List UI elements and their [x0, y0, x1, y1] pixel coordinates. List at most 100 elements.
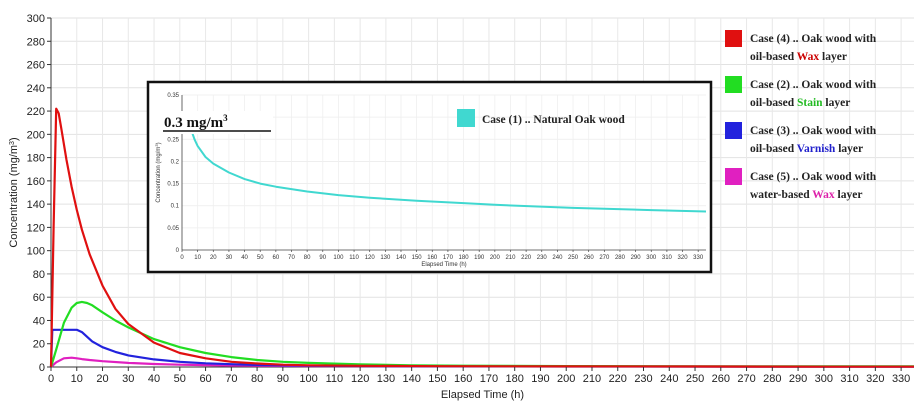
- legend-label-line2: oil-based Stain layer: [750, 97, 850, 109]
- legend-item: Case (5) .. Oak wood with water-based Wax…: [725, 168, 877, 201]
- inset-x-tick-label: 270: [599, 255, 610, 261]
- x-tick-label: 200: [557, 373, 575, 385]
- x-tick-label: 330: [892, 373, 910, 385]
- y-axis-title-text-end: ): [8, 137, 20, 141]
- x-tick-label: 100: [299, 373, 317, 385]
- legend-label-text: oil-based: [750, 97, 797, 109]
- inset-y-tick-label: 0.25: [167, 137, 179, 143]
- x-tick-label: 20: [96, 373, 108, 385]
- x-tick-label: 220: [609, 373, 627, 385]
- inset-y-tick-label: 0.35: [167, 93, 179, 99]
- legend-label-highlight: Wax: [797, 51, 820, 63]
- inset-x-tick-label: 180: [459, 255, 470, 261]
- inset-legend-label: Case (1) .. Natural Oak wood: [482, 114, 625, 126]
- x-tick-label: 140: [402, 373, 420, 385]
- x-tick-label: 250: [686, 373, 704, 385]
- inset-x-tick-label: 40: [241, 255, 248, 261]
- x-tick-label: 60: [199, 373, 211, 385]
- y-tick-label: 20: [33, 339, 45, 351]
- inset-y-tick-label: 0: [176, 248, 180, 254]
- legend-label-line2: water-based Wax layer: [750, 189, 862, 201]
- inset-ticks: 00.050.10.150.20.250.30.3501020304050607…: [167, 93, 704, 261]
- inset-x-tick-label: 190: [474, 255, 485, 261]
- legend-label-highlight: Wax: [812, 189, 835, 201]
- x-tick-label: 180: [506, 373, 524, 385]
- inset-annotation-superscript: 3: [223, 113, 228, 123]
- y-tick-label: 220: [27, 106, 45, 118]
- inset-x-tick-label: 50: [257, 255, 264, 261]
- legend-item: Case (4) .. Oak wood with oil-based Wax l…: [725, 30, 877, 63]
- inset-x-tick-label: 200: [490, 255, 501, 261]
- inset-x-tick-label: 140: [396, 255, 407, 261]
- legend: Case (4) .. Oak wood with oil-based Wax l…: [725, 30, 877, 201]
- y-axis-title-text: Concentration (mg/m: [8, 145, 20, 248]
- x-tick-label: 130: [377, 373, 395, 385]
- inset-x-tick-label: 120: [365, 255, 376, 261]
- y-tick-label: 180: [27, 153, 45, 165]
- inset-x-tick-label: 110: [349, 255, 359, 261]
- inset-x-tick-label: 80: [304, 255, 311, 261]
- inset-series: [187, 116, 707, 213]
- inset-x-tick-label: 300: [646, 255, 657, 261]
- y-tick-label: 200: [27, 129, 45, 141]
- inset-x-tick-label: 320: [678, 255, 689, 261]
- inset-y-tick-label: 0.05: [167, 226, 179, 232]
- inset-x-tick-label: 170: [443, 255, 454, 261]
- inset-legend-swatch: [457, 109, 475, 127]
- inset-y-axis-title: Concentration (mg/m3): [154, 142, 162, 202]
- inset-x-tick-label: 220: [521, 255, 532, 261]
- inset-legend: Case (1) .. Natural Oak wood: [457, 109, 625, 127]
- legend-label-text-end: layer: [835, 189, 863, 201]
- x-tick-label: 90: [277, 373, 289, 385]
- x-tick-label: 260: [712, 373, 730, 385]
- y-axis-title-superscript: 3: [9, 141, 16, 145]
- y-axis-title: Concentration (mg/m3): [8, 137, 20, 247]
- inset-y-tick-label: 0.15: [167, 182, 179, 188]
- x-tick-label: 240: [660, 373, 678, 385]
- x-tick-label: 320: [866, 373, 884, 385]
- legend-swatch: [725, 122, 742, 139]
- x-tick-label: 160: [454, 373, 472, 385]
- x-tick-label: 190: [531, 373, 549, 385]
- y-tick-label: 40: [33, 315, 45, 327]
- inset-x-tick-label: 130: [380, 255, 391, 261]
- inset-y-tick-label: 0.1: [171, 204, 180, 210]
- inset-annotation-background: [161, 111, 273, 134]
- inset-x-tick-label: 90: [319, 255, 326, 261]
- legend-label-highlight: Varnish: [797, 143, 836, 155]
- x-tick-label: 120: [351, 373, 369, 385]
- y-tick-label: 300: [27, 13, 45, 25]
- inset-x-tick-label: 240: [552, 255, 563, 261]
- legend-label-text-end: layer: [819, 51, 847, 63]
- inset-y-tick-label: 0.2: [171, 159, 180, 165]
- x-tick-label: 310: [840, 373, 858, 385]
- legend-swatch: [725, 76, 742, 93]
- y-tick-label: 0: [39, 362, 45, 374]
- x-tick-label: 170: [480, 373, 498, 385]
- legend-label-text-end: layer: [835, 143, 863, 155]
- x-axis-title: Elapsed Time (h): [441, 389, 524, 401]
- y-tick-label: 160: [27, 176, 45, 188]
- legend-label-text: oil-based: [750, 51, 797, 63]
- y-tick-label: 240: [27, 83, 45, 95]
- x-tick-label: 270: [737, 373, 755, 385]
- legend-label-highlight: Stain: [797, 97, 823, 109]
- inset-x-tick-label: 210: [505, 255, 516, 261]
- inset-annotation-text: 0.3 mg/m3: [164, 113, 228, 131]
- inset-chart: 00.050.10.150.20.250.30.3501020304050607…: [146, 80, 713, 274]
- x-tick-label: 50: [174, 373, 186, 385]
- inset-frame: [146, 80, 713, 274]
- x-tick-label: 30: [122, 373, 134, 385]
- legend-label-text: water-based: [750, 189, 812, 201]
- x-tick-label: 0: [48, 373, 54, 385]
- inset-x-tick-label: 310: [662, 255, 673, 261]
- inset-x-tick-label: 280: [615, 255, 626, 261]
- inset-x-axis-title: Elapsed Time (h): [421, 262, 466, 268]
- inset-y-axis-title-superscript: 3: [154, 144, 159, 147]
- x-tick-label: 300: [815, 373, 833, 385]
- legend-label-line1: Case (3) .. Oak wood with: [750, 125, 877, 137]
- series-line: [49, 107, 914, 368]
- inset-x-tick-label: 20: [210, 255, 217, 261]
- main-series: [49, 107, 914, 368]
